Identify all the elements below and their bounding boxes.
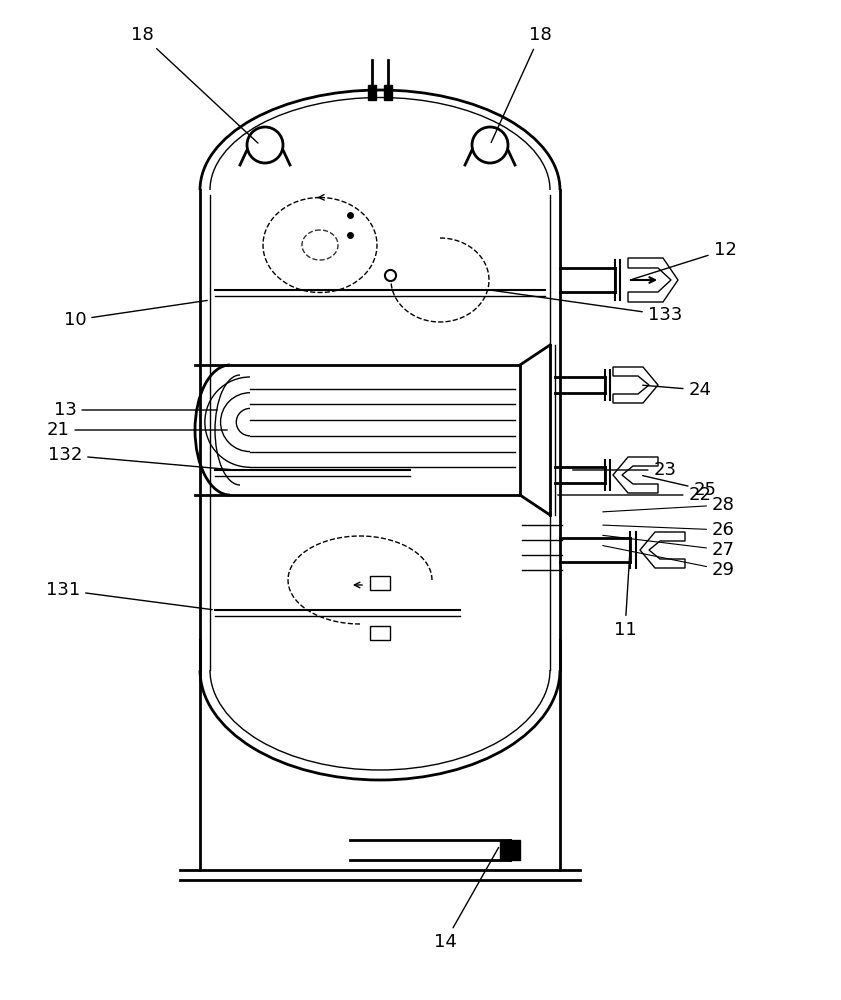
Bar	[384, 85, 392, 100]
Text: 24: 24	[643, 381, 711, 399]
Text: 131: 131	[46, 581, 212, 610]
Bar	[500, 840, 520, 860]
Text: 133: 133	[493, 290, 682, 324]
Text: 29: 29	[603, 546, 735, 579]
Text: 23: 23	[573, 461, 676, 479]
Text: 13: 13	[54, 401, 217, 419]
Bar	[370, 626, 390, 640]
Text: 18: 18	[491, 26, 552, 142]
Text: 26: 26	[603, 521, 735, 539]
Text: 21: 21	[46, 421, 227, 439]
Bar	[368, 85, 376, 100]
Text: 12: 12	[632, 241, 737, 279]
Text: 14: 14	[434, 847, 499, 951]
Text: 18: 18	[130, 26, 258, 143]
Text: 10: 10	[64, 300, 207, 329]
Text: 11: 11	[614, 553, 637, 639]
Text: 27: 27	[603, 535, 735, 559]
Text: 25: 25	[643, 476, 717, 499]
Text: 28: 28	[603, 496, 735, 514]
Bar	[370, 576, 390, 590]
Text: 22: 22	[558, 486, 711, 504]
Text: 132: 132	[48, 446, 232, 470]
